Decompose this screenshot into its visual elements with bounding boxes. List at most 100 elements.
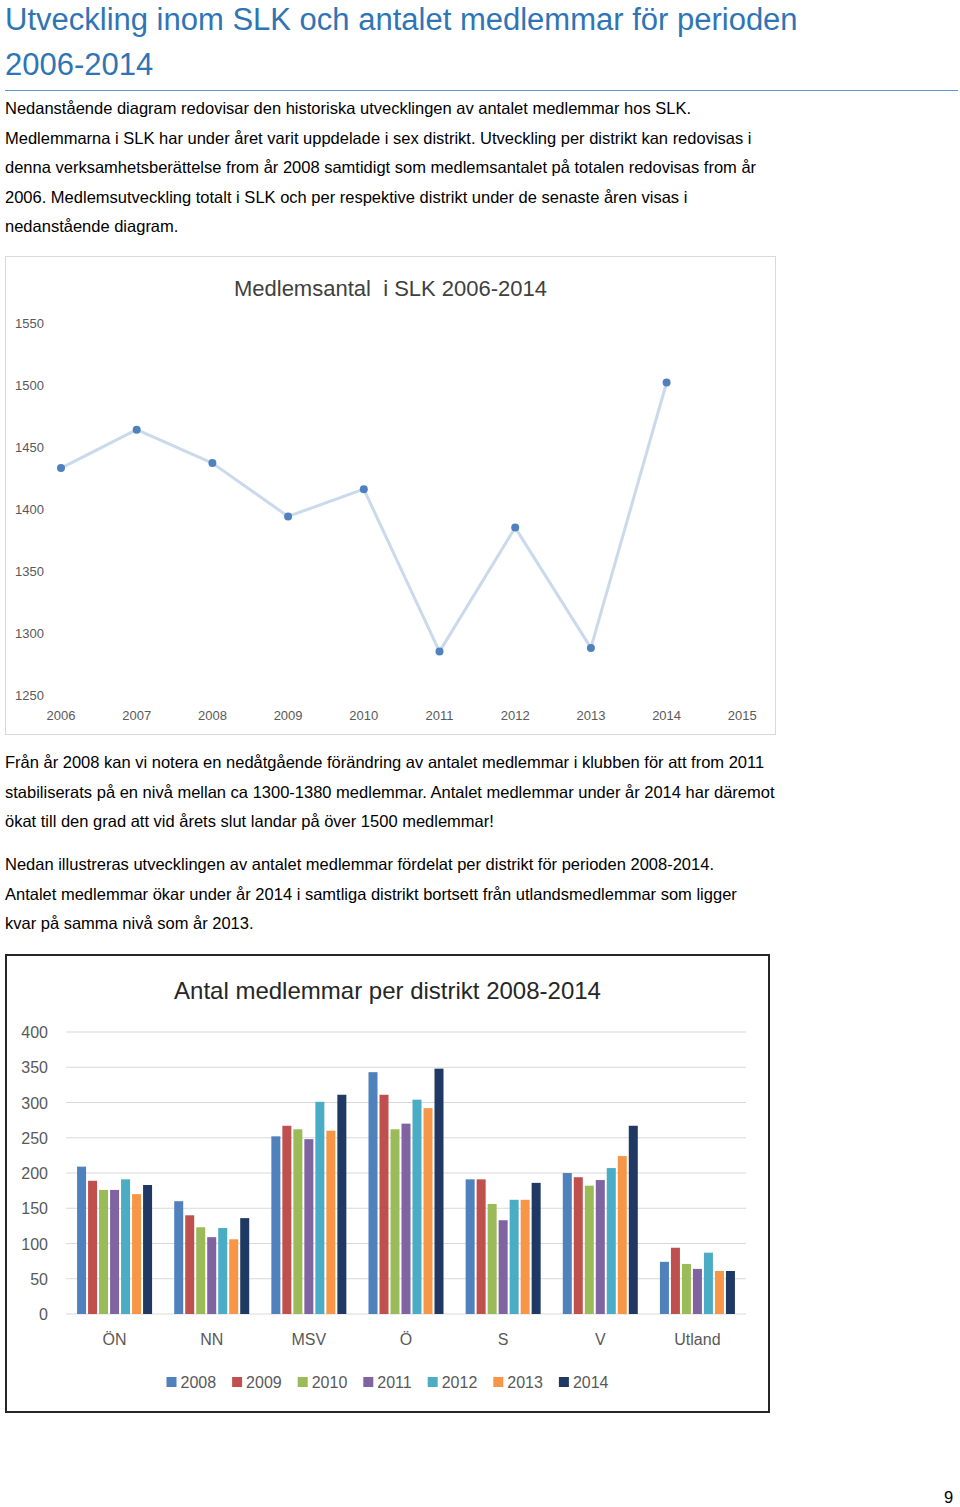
- bar: [596, 1180, 605, 1314]
- bar: [704, 1253, 713, 1314]
- x-tick-label: V: [595, 1331, 606, 1348]
- bar: [574, 1177, 583, 1314]
- bar: [424, 1108, 433, 1314]
- bar: [369, 1072, 378, 1314]
- text-line: Nedan illustreras utvecklingen av antale…: [5, 855, 714, 874]
- bar: [510, 1200, 519, 1314]
- text-line: ökat till den grad att vid årets slut la…: [5, 812, 494, 831]
- text-line: Antalet medlemmar ökar under år 2014 i s…: [5, 885, 737, 904]
- x-tick-label: ÖN: [103, 1331, 127, 1348]
- y-tick-label: 200: [21, 1165, 48, 1182]
- data-point: [57, 464, 65, 472]
- bar: [682, 1264, 691, 1314]
- y-tick-label: 50: [30, 1271, 48, 1288]
- grid-line: [66, 1032, 746, 1033]
- y-tick-label: 100: [21, 1236, 48, 1253]
- bar: [110, 1190, 119, 1314]
- bar: [196, 1227, 205, 1314]
- bar: [693, 1269, 702, 1314]
- bar: [337, 1095, 346, 1314]
- text-line: nedanstående diagram.: [5, 217, 178, 236]
- y-tick-label: 250: [21, 1130, 48, 1147]
- bar: [207, 1237, 216, 1314]
- page-number: 9: [944, 1488, 953, 1507]
- text-line: kvar på samma nivå som år 2013.: [5, 914, 254, 933]
- x-tick-label: 2012: [501, 708, 530, 723]
- x-tick-label: S: [498, 1331, 509, 1348]
- x-tick-label: 2011: [426, 708, 454, 723]
- chart-frame: [6, 257, 776, 735]
- y-tick-label: 350: [21, 1059, 48, 1076]
- x-tick-label: 2014: [652, 708, 681, 723]
- text-line: Nedanstående diagram redovisar den histo…: [5, 99, 691, 118]
- heading: Utveckling inom SLK och antalet medlemma…: [5, 2, 798, 38]
- x-tick-label: NN: [200, 1331, 223, 1348]
- data-point: [133, 426, 141, 434]
- bar: [174, 1201, 183, 1314]
- bar: [607, 1168, 616, 1314]
- bar: [413, 1100, 422, 1314]
- data-point: [360, 485, 368, 493]
- bar: [435, 1069, 444, 1314]
- y-tick-label: 1500: [15, 378, 44, 393]
- text-line: 2006. Medlemsutveckling totalt i SLK och…: [5, 188, 687, 207]
- legend-label: 2011: [377, 1374, 412, 1391]
- bar: [521, 1200, 530, 1314]
- legend-swatch: [363, 1377, 373, 1387]
- legend-label: 2010: [312, 1374, 348, 1391]
- bar: [229, 1239, 238, 1314]
- legend-label: 2012: [442, 1374, 478, 1391]
- x-tick-label: 2013: [576, 708, 605, 723]
- legend-swatch: [559, 1377, 569, 1387]
- heading: 2006-2014: [5, 47, 153, 83]
- x-tick-label: 2010: [349, 708, 378, 723]
- bar: [218, 1228, 227, 1314]
- bar: [77, 1167, 86, 1314]
- legend: 2008200920102011201220132014: [167, 1374, 609, 1391]
- bar: [618, 1156, 627, 1314]
- bar: [240, 1218, 249, 1314]
- bar: [391, 1129, 400, 1314]
- legend-swatch: [232, 1377, 242, 1387]
- text-line: denna verksamhetsberättelse from år 2008…: [5, 158, 756, 177]
- chart-frame: [6, 955, 769, 1412]
- text-line: Medlemmarna i SLK har under året varit u…: [5, 129, 752, 148]
- y-tick-label: 0: [39, 1306, 48, 1323]
- text-line: stabiliserats på en nivå mellan ca 1300-…: [5, 783, 775, 802]
- y-tick-label: 1400: [15, 502, 44, 517]
- bar: [488, 1204, 497, 1314]
- x-tick-label: 2007: [122, 708, 151, 723]
- y-tick-label: 1350: [15, 564, 44, 579]
- legend-swatch: [493, 1377, 503, 1387]
- series-line: [61, 383, 667, 652]
- legend-label: 2009: [246, 1374, 282, 1391]
- bar: [271, 1136, 280, 1314]
- bar: [293, 1129, 302, 1314]
- bar: [402, 1124, 411, 1314]
- bar: [660, 1262, 669, 1314]
- bar: [185, 1215, 194, 1314]
- legend-swatch: [428, 1377, 438, 1387]
- y-tick-label: 300: [21, 1095, 48, 1112]
- bar: [88, 1181, 97, 1314]
- legend-label: 2014: [573, 1374, 609, 1391]
- bar: [466, 1179, 475, 1314]
- x-tick-label: 2008: [198, 708, 227, 723]
- bar: [671, 1248, 680, 1314]
- grid-line: [66, 1067, 746, 1068]
- chart-title: Medlemsantal i SLK 2006-2014: [234, 276, 547, 301]
- bar: [380, 1095, 389, 1314]
- chart-title: Antal medlemmar per distrikt 2008-2014: [174, 977, 601, 1004]
- data-point: [436, 648, 444, 656]
- bar: [99, 1190, 108, 1314]
- bar: [121, 1179, 130, 1314]
- legend-swatch: [167, 1377, 177, 1387]
- legend-label: 2013: [507, 1374, 543, 1391]
- x-tick-label: Ö: [400, 1331, 412, 1348]
- legend-swatch: [298, 1377, 308, 1387]
- bar: [532, 1183, 541, 1314]
- data-point: [663, 379, 671, 387]
- bar: [726, 1271, 735, 1314]
- y-tick-label: 400: [21, 1024, 48, 1041]
- bar: [143, 1185, 152, 1314]
